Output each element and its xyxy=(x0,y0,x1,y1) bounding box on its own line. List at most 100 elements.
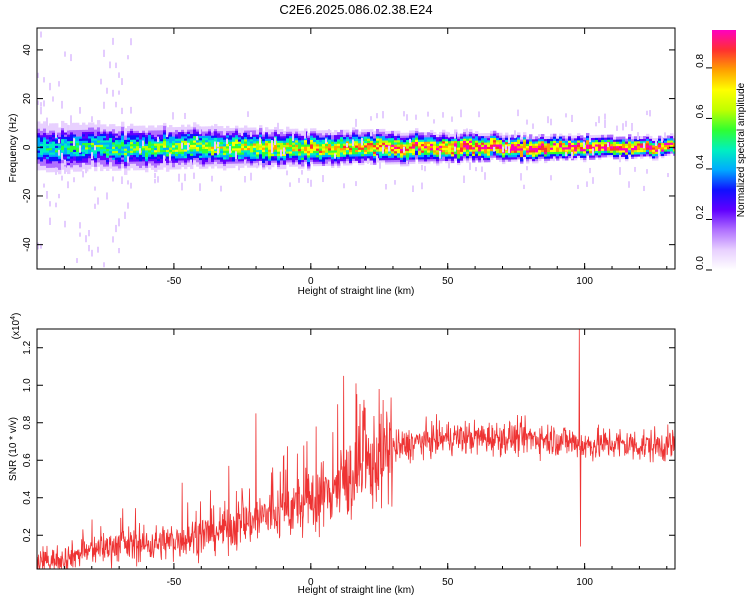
heatmap-cell xyxy=(202,165,206,169)
heatmap-cell xyxy=(667,153,671,156)
heatmap-cell xyxy=(634,153,638,157)
heatmap-cell xyxy=(349,160,353,164)
heatmap-cell xyxy=(463,131,467,135)
heatmap-cell xyxy=(472,150,476,154)
heatmap-cell xyxy=(232,134,236,138)
heatmap-cell xyxy=(535,153,539,157)
heatmap-speckle xyxy=(118,218,120,227)
heatmap-cell xyxy=(454,151,458,155)
heatmap-cell xyxy=(562,140,566,143)
heatmap-cell xyxy=(625,145,629,149)
heatmap-cell xyxy=(43,132,47,136)
heatmap-cell xyxy=(370,146,374,150)
heatmap-cell xyxy=(160,158,164,161)
heatmap-speckle xyxy=(154,178,156,184)
heatmap-cell xyxy=(610,149,614,153)
heatmap-cell xyxy=(253,153,257,157)
heatmap-cell xyxy=(70,131,74,135)
heatmap-cell xyxy=(220,145,224,149)
heatmap-cell xyxy=(37,163,41,166)
colorbar-tick-label: 0.0 xyxy=(695,256,706,270)
heatmap-speckle xyxy=(298,177,300,183)
heatmap-cell xyxy=(358,142,362,146)
heatmap-cell xyxy=(238,143,242,147)
heatmap-cell xyxy=(58,147,62,151)
heatmap-cell xyxy=(247,127,251,131)
heatmap-cell xyxy=(85,137,89,141)
heatmap-speckle xyxy=(406,114,408,121)
heatmap-cell xyxy=(547,153,551,157)
heatmap-cell xyxy=(484,137,488,141)
heatmap-cell xyxy=(352,158,356,161)
heatmap-cell xyxy=(172,144,176,148)
heatmap-cell xyxy=(109,154,113,158)
heatmap-cell xyxy=(478,142,482,145)
heatmap-cell xyxy=(232,145,236,149)
heatmap-cell xyxy=(229,158,233,162)
heatmap-cell xyxy=(520,160,524,164)
heatmap-cell xyxy=(322,156,326,160)
heatmap-cell xyxy=(475,150,479,154)
heatmap-cell xyxy=(70,153,74,157)
heatmap-cell xyxy=(271,153,275,157)
heatmap-cell xyxy=(445,160,449,164)
heatmap-cell xyxy=(244,132,248,135)
heatmap-cell xyxy=(208,139,212,143)
heatmap-speckle xyxy=(70,115,72,122)
heatmap-cell xyxy=(271,131,275,135)
heatmap-cell xyxy=(670,148,674,152)
heatmap-cell xyxy=(577,141,581,145)
heatmap-cell xyxy=(526,140,530,144)
heatmap-cell xyxy=(157,125,161,129)
heatmap-cell xyxy=(622,136,626,140)
heatmap-cell xyxy=(190,139,194,143)
heatmap-cell xyxy=(229,165,233,169)
heatmap-cell xyxy=(130,132,134,136)
heatmap-cell xyxy=(661,144,665,148)
heatmap-speckle xyxy=(103,49,105,57)
heatmap-cell xyxy=(340,138,344,142)
heatmap-cell xyxy=(151,136,155,140)
heatmap-cell xyxy=(82,159,86,163)
heatmap-cell xyxy=(133,152,137,156)
heatmap-cell xyxy=(226,154,230,158)
heatmap-cell xyxy=(259,133,263,137)
heatmap-cell xyxy=(298,143,302,147)
heatmap-cell xyxy=(421,136,425,140)
heatmap-cell xyxy=(526,154,530,157)
heatmap-cell xyxy=(145,160,149,164)
heatmap-speckle xyxy=(61,175,63,181)
heatmap-cell xyxy=(58,169,62,173)
heatmap-cell xyxy=(118,141,122,145)
heatmap-cell xyxy=(193,148,197,152)
heatmap-cell xyxy=(502,156,506,160)
heatmap-cell xyxy=(118,161,122,165)
heatmap-cell xyxy=(151,160,155,164)
heatmap-cell xyxy=(73,135,77,139)
heatmap-cell xyxy=(352,153,356,157)
heatmap-cell xyxy=(82,144,86,148)
heatmap-cell xyxy=(280,166,284,170)
heatmap-cell xyxy=(148,132,152,135)
heatmap-cell xyxy=(331,136,335,140)
heatmap-cell xyxy=(172,157,176,161)
heatmap-cell xyxy=(199,154,203,158)
heatmap-cell xyxy=(235,136,239,140)
heatmap-cell xyxy=(85,153,89,157)
heatmap-cell xyxy=(373,135,377,139)
heatmap-cell xyxy=(67,133,71,137)
y-tick-label: 0.2 xyxy=(22,528,33,542)
heatmap-cell xyxy=(403,137,407,141)
heatmap-cell xyxy=(79,124,83,128)
heatmap-cell xyxy=(175,138,179,141)
heatmap-cell xyxy=(319,154,323,158)
heatmap-cell xyxy=(43,154,47,158)
heatmap-cell xyxy=(313,152,317,156)
heatmap-cell xyxy=(103,139,107,143)
heatmap-speckle xyxy=(355,181,357,187)
heatmap-cell xyxy=(265,127,269,131)
heatmap-cell xyxy=(196,157,200,161)
heatmap-cell xyxy=(649,142,653,146)
heatmap-cell xyxy=(160,153,164,157)
heatmap-cell xyxy=(484,139,488,143)
